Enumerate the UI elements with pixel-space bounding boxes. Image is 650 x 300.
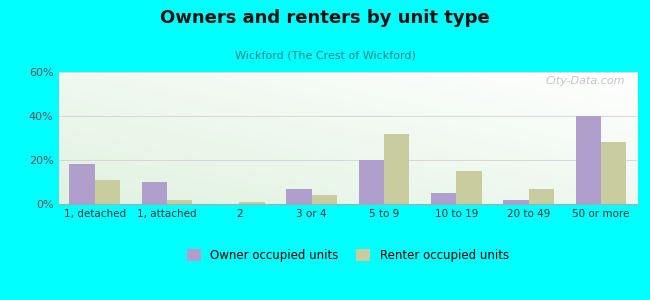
Bar [456, 171, 482, 204]
Bar [311, 195, 337, 204]
Text: Wickford (The Crest of Wickford): Wickford (The Crest of Wickford) [235, 51, 415, 61]
Bar [503, 200, 528, 204]
Text: Owners and renters by unit type: Owners and renters by unit type [160, 9, 490, 27]
Bar [601, 142, 626, 204]
Legend: Owner occupied units, Renter occupied units: Owner occupied units, Renter occupied un… [182, 244, 514, 267]
Text: City-Data.com: City-Data.com [546, 76, 625, 86]
Bar [167, 200, 192, 204]
Bar [359, 160, 384, 204]
Bar [528, 189, 554, 204]
Bar [239, 202, 265, 204]
Bar [384, 134, 410, 204]
Bar [431, 193, 456, 204]
Bar [70, 164, 95, 204]
Bar [95, 180, 120, 204]
Bar [286, 189, 311, 204]
Bar [142, 182, 167, 204]
Bar [575, 116, 601, 204]
